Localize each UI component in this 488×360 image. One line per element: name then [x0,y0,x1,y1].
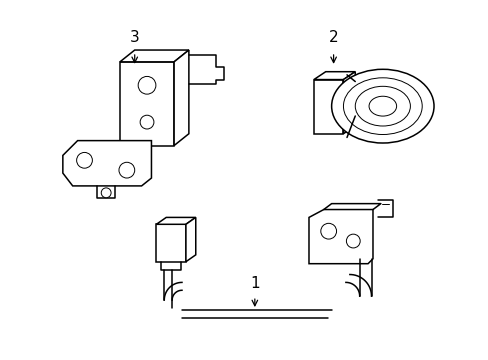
Circle shape [77,152,92,168]
Ellipse shape [331,69,433,143]
Text: 1: 1 [249,276,259,291]
Polygon shape [343,72,355,134]
Circle shape [138,76,156,94]
Polygon shape [308,210,372,264]
Ellipse shape [343,78,421,135]
Text: 2: 2 [328,30,338,45]
Polygon shape [120,50,188,62]
Polygon shape [313,72,355,80]
Circle shape [346,234,360,248]
Circle shape [101,188,111,198]
Polygon shape [120,62,174,145]
Circle shape [140,115,154,129]
Polygon shape [156,224,185,262]
Circle shape [320,223,336,239]
Text: 3: 3 [130,30,139,45]
Ellipse shape [368,96,396,116]
Polygon shape [63,141,151,186]
Polygon shape [185,217,195,262]
Circle shape [119,162,135,178]
Polygon shape [174,50,188,145]
Polygon shape [313,80,343,134]
Polygon shape [156,217,195,224]
Ellipse shape [355,86,409,126]
